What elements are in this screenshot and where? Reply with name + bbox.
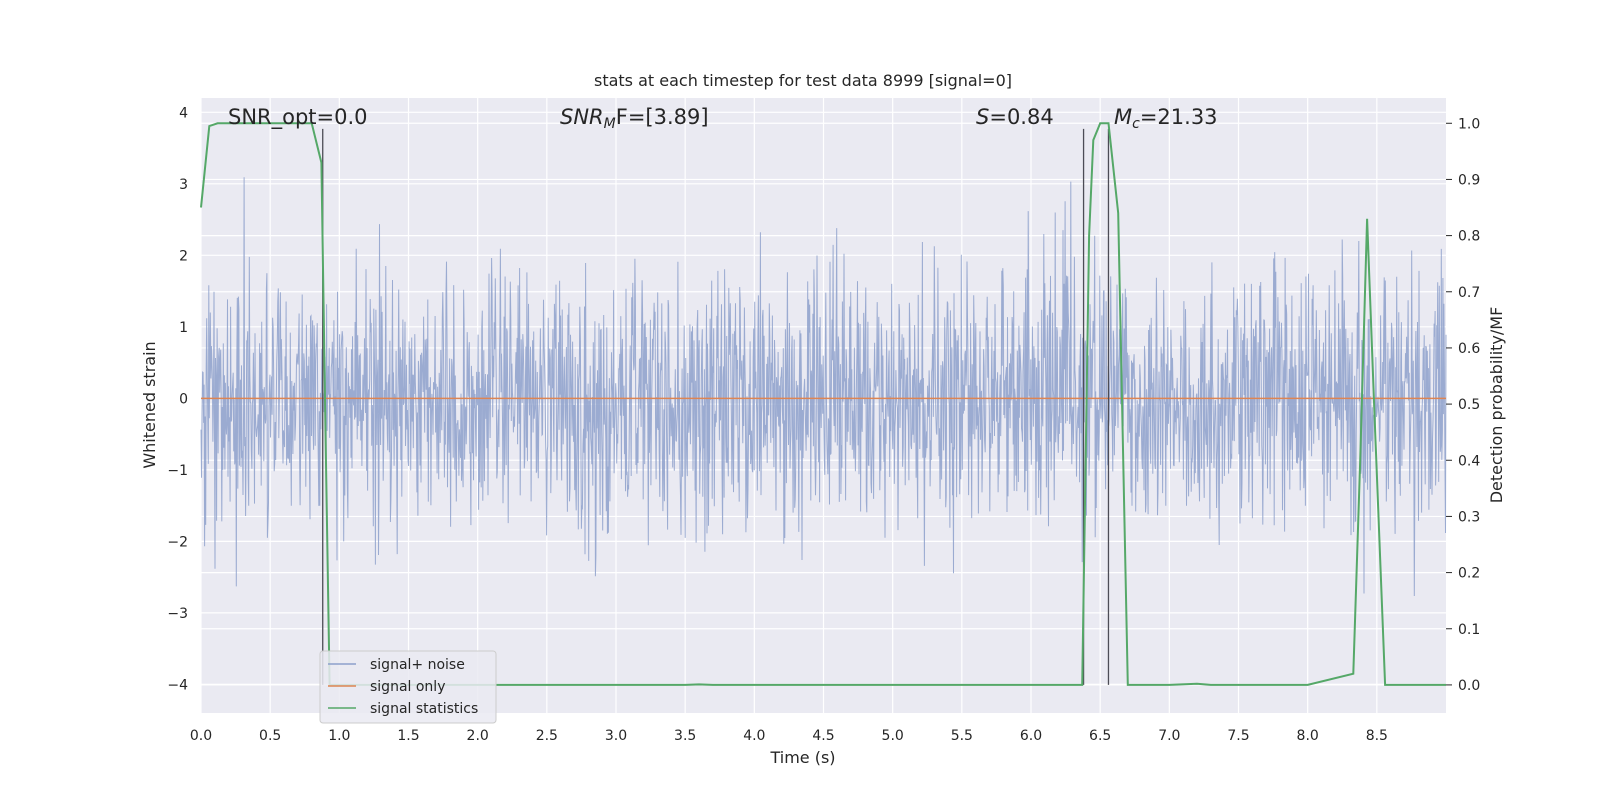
legend-label-signal-only: signal only bbox=[370, 679, 445, 695]
chart-title: stats at each timestep for test data 899… bbox=[594, 71, 1012, 90]
x-tick-label: 2.5 bbox=[536, 728, 558, 744]
legend-box bbox=[319, 650, 497, 724]
x-axis-label: Time (s) bbox=[769, 748, 835, 767]
y-tick-label-right: 0.1 bbox=[1458, 622, 1480, 638]
annotation-mc-sub: c bbox=[1132, 116, 1140, 132]
y-tick-label-right: 0.6 bbox=[1458, 341, 1480, 357]
y-tick-label-left: −2 bbox=[167, 534, 188, 550]
annotation-snr-mf-suffix: F=[3.89] bbox=[616, 105, 709, 129]
legend-label-signal-statistics: signal statistics bbox=[370, 701, 478, 717]
y-tick-label-left: 2 bbox=[179, 248, 188, 264]
x-tick-label: 8.5 bbox=[1366, 728, 1388, 744]
annotation-mc-prefix: M bbox=[1114, 105, 1132, 129]
y-axis-label-left: Whitened strain bbox=[140, 341, 159, 468]
x-tick-label: 8.0 bbox=[1297, 728, 1319, 744]
y-tick-label-left: −1 bbox=[167, 463, 188, 479]
y-ticks-left: −4 −3 −2 −1 0 1 2 3 4 bbox=[167, 105, 188, 693]
series-signal-noise bbox=[200, 177, 1447, 597]
x-tick-label: 2.0 bbox=[467, 728, 489, 744]
y-tick-label-left: 1 bbox=[179, 320, 188, 336]
annotation-snr-opt: SNR_opt=0.0 bbox=[228, 105, 368, 130]
x-tick-label: 3.0 bbox=[605, 728, 627, 744]
y-tick-label-right: 0.8 bbox=[1458, 229, 1480, 245]
x-tick-label: 0.5 bbox=[259, 728, 281, 744]
y-tick-label-right: 1.0 bbox=[1458, 116, 1480, 132]
y-tick-label-right: 0.5 bbox=[1458, 397, 1480, 413]
annotation-mc: Mc=21.33 bbox=[1114, 105, 1218, 132]
y-tick-label-right: 0.4 bbox=[1458, 453, 1480, 469]
annotation-mc-value: =21.33 bbox=[1140, 105, 1218, 129]
y-tick-label-left: 0 bbox=[179, 391, 188, 407]
y-axis-label-right: Detection probability/MF bbox=[1487, 307, 1506, 504]
annotation-s-value: =0.84 bbox=[989, 105, 1053, 129]
x-tick-label: 5.5 bbox=[951, 728, 973, 744]
y-tick-label-left: 3 bbox=[179, 177, 188, 193]
x-tick-label: 5.0 bbox=[882, 728, 904, 744]
annotation-snr-mf-prefix: SNR bbox=[560, 105, 604, 129]
series-signal-statistics bbox=[200, 122, 1446, 686]
x-tick-label: 4.5 bbox=[812, 728, 834, 744]
x-tick-label: 6.5 bbox=[1089, 728, 1111, 744]
x-tick-label: 0.0 bbox=[190, 728, 212, 744]
x-tick-label: 1.0 bbox=[328, 728, 350, 744]
y-tick-label-right: 0.7 bbox=[1458, 285, 1480, 301]
x-tick-label: 6.0 bbox=[1020, 728, 1042, 744]
signal-statistics-line bbox=[200, 122, 1446, 686]
y-tick-label-left: 4 bbox=[179, 105, 188, 121]
x-tick-label: 7.0 bbox=[1158, 728, 1180, 744]
x-tick-label: 7.5 bbox=[1227, 728, 1249, 744]
y-tick-label-right: 0.3 bbox=[1458, 509, 1480, 525]
x-tick-label: 4.0 bbox=[743, 728, 765, 744]
y-tick-label-right: 0.0 bbox=[1458, 678, 1480, 694]
x-ticks: 0.0 0.5 1.0 1.5 2.0 2.5 3.0 3.5 4.0 4.5 5.0 5.5 6.0 6… bbox=[190, 728, 1388, 744]
y-tick-label-right: 0.9 bbox=[1458, 172, 1480, 188]
noise-line bbox=[200, 177, 1447, 597]
annotation-s-prefix: S bbox=[976, 105, 989, 129]
legend: signal+ noise signal only signal statist… bbox=[319, 650, 497, 724]
y-tick-label-left: −4 bbox=[167, 677, 188, 693]
y-tick-label-right: 0.2 bbox=[1458, 566, 1480, 582]
annotation-s: S=0.84 bbox=[976, 105, 1054, 129]
legend-label-signal-noise: signal+ noise bbox=[370, 657, 465, 673]
annotation-snr-mf: SNRMF=[3.89] bbox=[560, 105, 709, 132]
annotation-snr-mf-sub: M bbox=[604, 116, 616, 132]
x-tick-label: 1.5 bbox=[397, 728, 419, 744]
x-tick-label: 3.5 bbox=[674, 728, 696, 744]
y-ticks-right: 0.0 0.1 0.2 0.3 0.4 0.5 0.6 0.7 0.8 0.9 1.0 bbox=[1446, 116, 1480, 694]
y-tick-label-left: −3 bbox=[167, 606, 188, 622]
